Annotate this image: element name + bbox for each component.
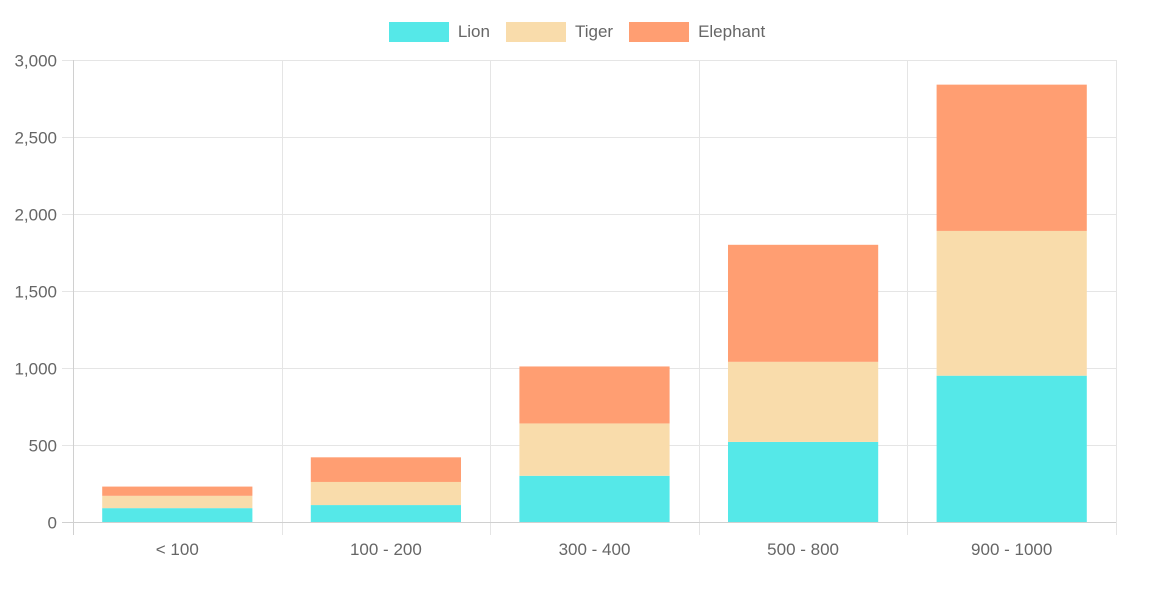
- bar-segment-tiger[interactable]: [728, 361, 879, 442]
- legend-swatch-lion: [388, 22, 449, 42]
- x-tick-label: 100 - 200: [350, 540, 422, 559]
- bar-segment-elephant[interactable]: [519, 366, 670, 424]
- legend-item-tiger[interactable]: Tiger: [505, 22, 614, 42]
- y-tick-label: 1,500: [14, 283, 57, 302]
- legend-label-elephant: Elephant: [698, 22, 766, 41]
- chart-legend: Lion Tiger Elephant: [0, 22, 1154, 42]
- y-tick-label: 0: [48, 514, 57, 533]
- y-tick-label: 3,000: [14, 52, 57, 71]
- bar-segment-tiger[interactable]: [102, 495, 253, 509]
- x-tick-label: < 100: [156, 540, 199, 559]
- legend-swatch-elephant: [629, 22, 690, 42]
- bar-segment-elephant[interactable]: [728, 244, 879, 362]
- bar-segment-elephant[interactable]: [310, 457, 461, 482]
- bars: [102, 84, 1087, 522]
- y-tick-label: 2,000: [14, 206, 57, 225]
- y-tick-label: 500: [29, 437, 57, 456]
- legend-label-tiger: Tiger: [574, 22, 614, 41]
- x-axis-labels: < 100 100 - 200 300 - 400 500 - 800 900 - 10…: [156, 540, 1053, 559]
- bar-segment-tiger[interactable]: [310, 481, 461, 506]
- x-tick-label: 500 - 800: [767, 540, 839, 559]
- bar-segment-lion[interactable]: [519, 475, 670, 522]
- x-tick-label: 300 - 400: [559, 540, 631, 559]
- y-tick-label: 1,000: [14, 360, 57, 379]
- x-tick-label: 900 - 1000: [971, 540, 1052, 559]
- bar-segment-elephant[interactable]: [936, 84, 1087, 231]
- bar-segment-lion[interactable]: [310, 505, 461, 522]
- bar-segment-elephant[interactable]: [102, 486, 253, 496]
- bar-segment-lion[interactable]: [102, 508, 253, 522]
- legend-swatch-tiger: [505, 22, 566, 42]
- legend-item-lion[interactable]: Lion: [388, 22, 490, 42]
- bar-segment-lion[interactable]: [936, 375, 1087, 522]
- legend-item-elephant[interactable]: Elephant: [629, 22, 765, 42]
- y-tick-label: 2,500: [14, 129, 57, 148]
- y-axis-labels: 0 500 1,000 1,500 2,000 2,500 3,000: [14, 52, 57, 533]
- bar-segment-tiger[interactable]: [519, 423, 670, 476]
- legend-label-lion: Lion: [457, 22, 490, 41]
- bar-segment-lion[interactable]: [728, 441, 879, 522]
- bar-segment-tiger[interactable]: [936, 230, 1087, 376]
